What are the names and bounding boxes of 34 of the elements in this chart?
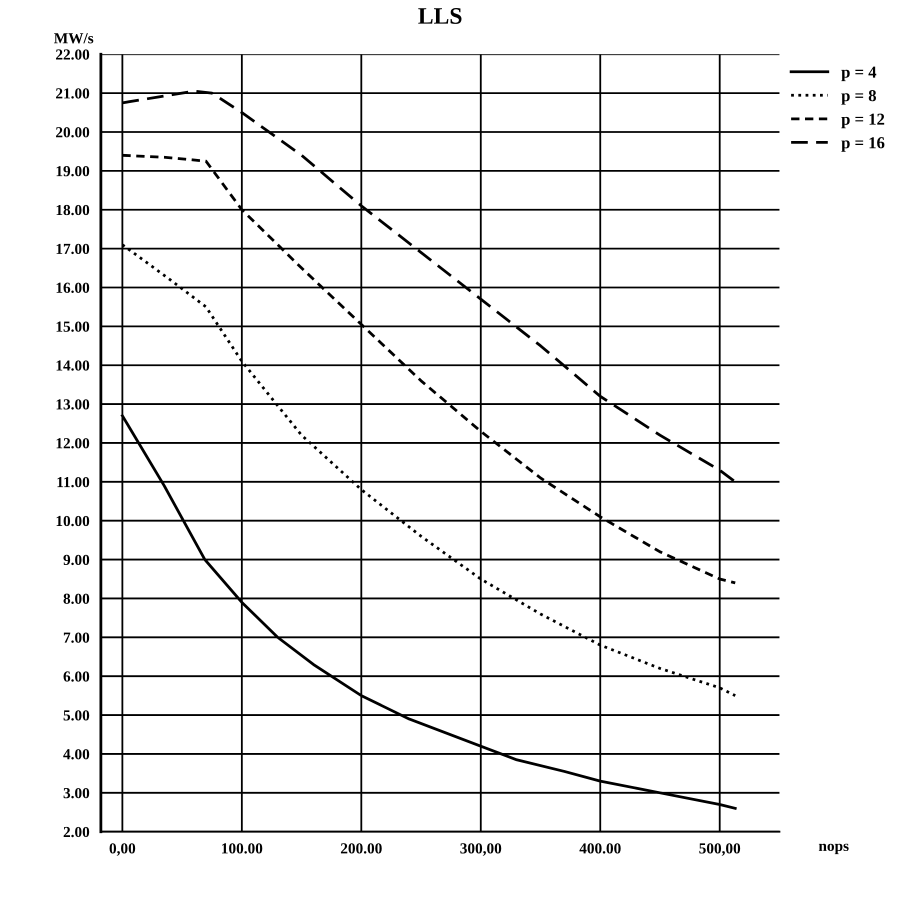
y-tick-label: 4.00	[63, 749, 90, 760]
y-tick-label: 13.00	[56, 399, 90, 410]
y-tick-label: 3.00	[64, 788, 90, 798]
x-tick-label: 300,00	[460, 843, 502, 856]
chart-title: LLS	[418, 8, 462, 24]
y-tick-label: 8.00	[64, 594, 90, 604]
x-tick-label: 200.00	[340, 843, 382, 854]
y-tick-label: 2.00	[64, 826, 90, 838]
x-axis-title: nops	[818, 844, 849, 854]
y-tick-label: 16.00	[56, 282, 90, 293]
legend-label: p = 8	[841, 90, 876, 105]
x-tick-label: 100.00	[222, 843, 262, 854]
y-tick-label: 18.00	[56, 204, 90, 216]
x-tick-label: 500,00	[699, 843, 740, 856]
y-tick-label: 17.00	[56, 244, 90, 254]
y-tick-label: 10.00	[56, 516, 90, 526]
y-tick-label: 9.00	[63, 554, 90, 566]
legend-label: p = 4	[841, 66, 876, 82]
y-tick-label: 11.00	[57, 476, 90, 488]
legend-label: p = 12	[841, 114, 884, 128]
y-tick-label: 14.00	[56, 360, 90, 371]
y-tick-label: 12.00	[56, 438, 90, 448]
y-tick-label: 19.00	[56, 166, 90, 176]
y-tick-label: 20.00	[56, 127, 90, 138]
y-tick-label: 5.00	[64, 710, 90, 721]
y-tick-label: 7.00	[64, 632, 90, 643]
y-tick-label: 6.00	[64, 671, 90, 682]
x-tick-label: 0,00	[110, 843, 136, 856]
y-tick-label: 21.00	[56, 88, 90, 99]
y-tick-label: 15.00	[56, 321, 90, 332]
y-tick-label: 22.00	[56, 49, 90, 60]
x-tick-label: 400.00	[579, 843, 621, 854]
y-axis-title: MW/s	[54, 33, 94, 44]
legend-label: p = 16	[841, 137, 884, 152]
